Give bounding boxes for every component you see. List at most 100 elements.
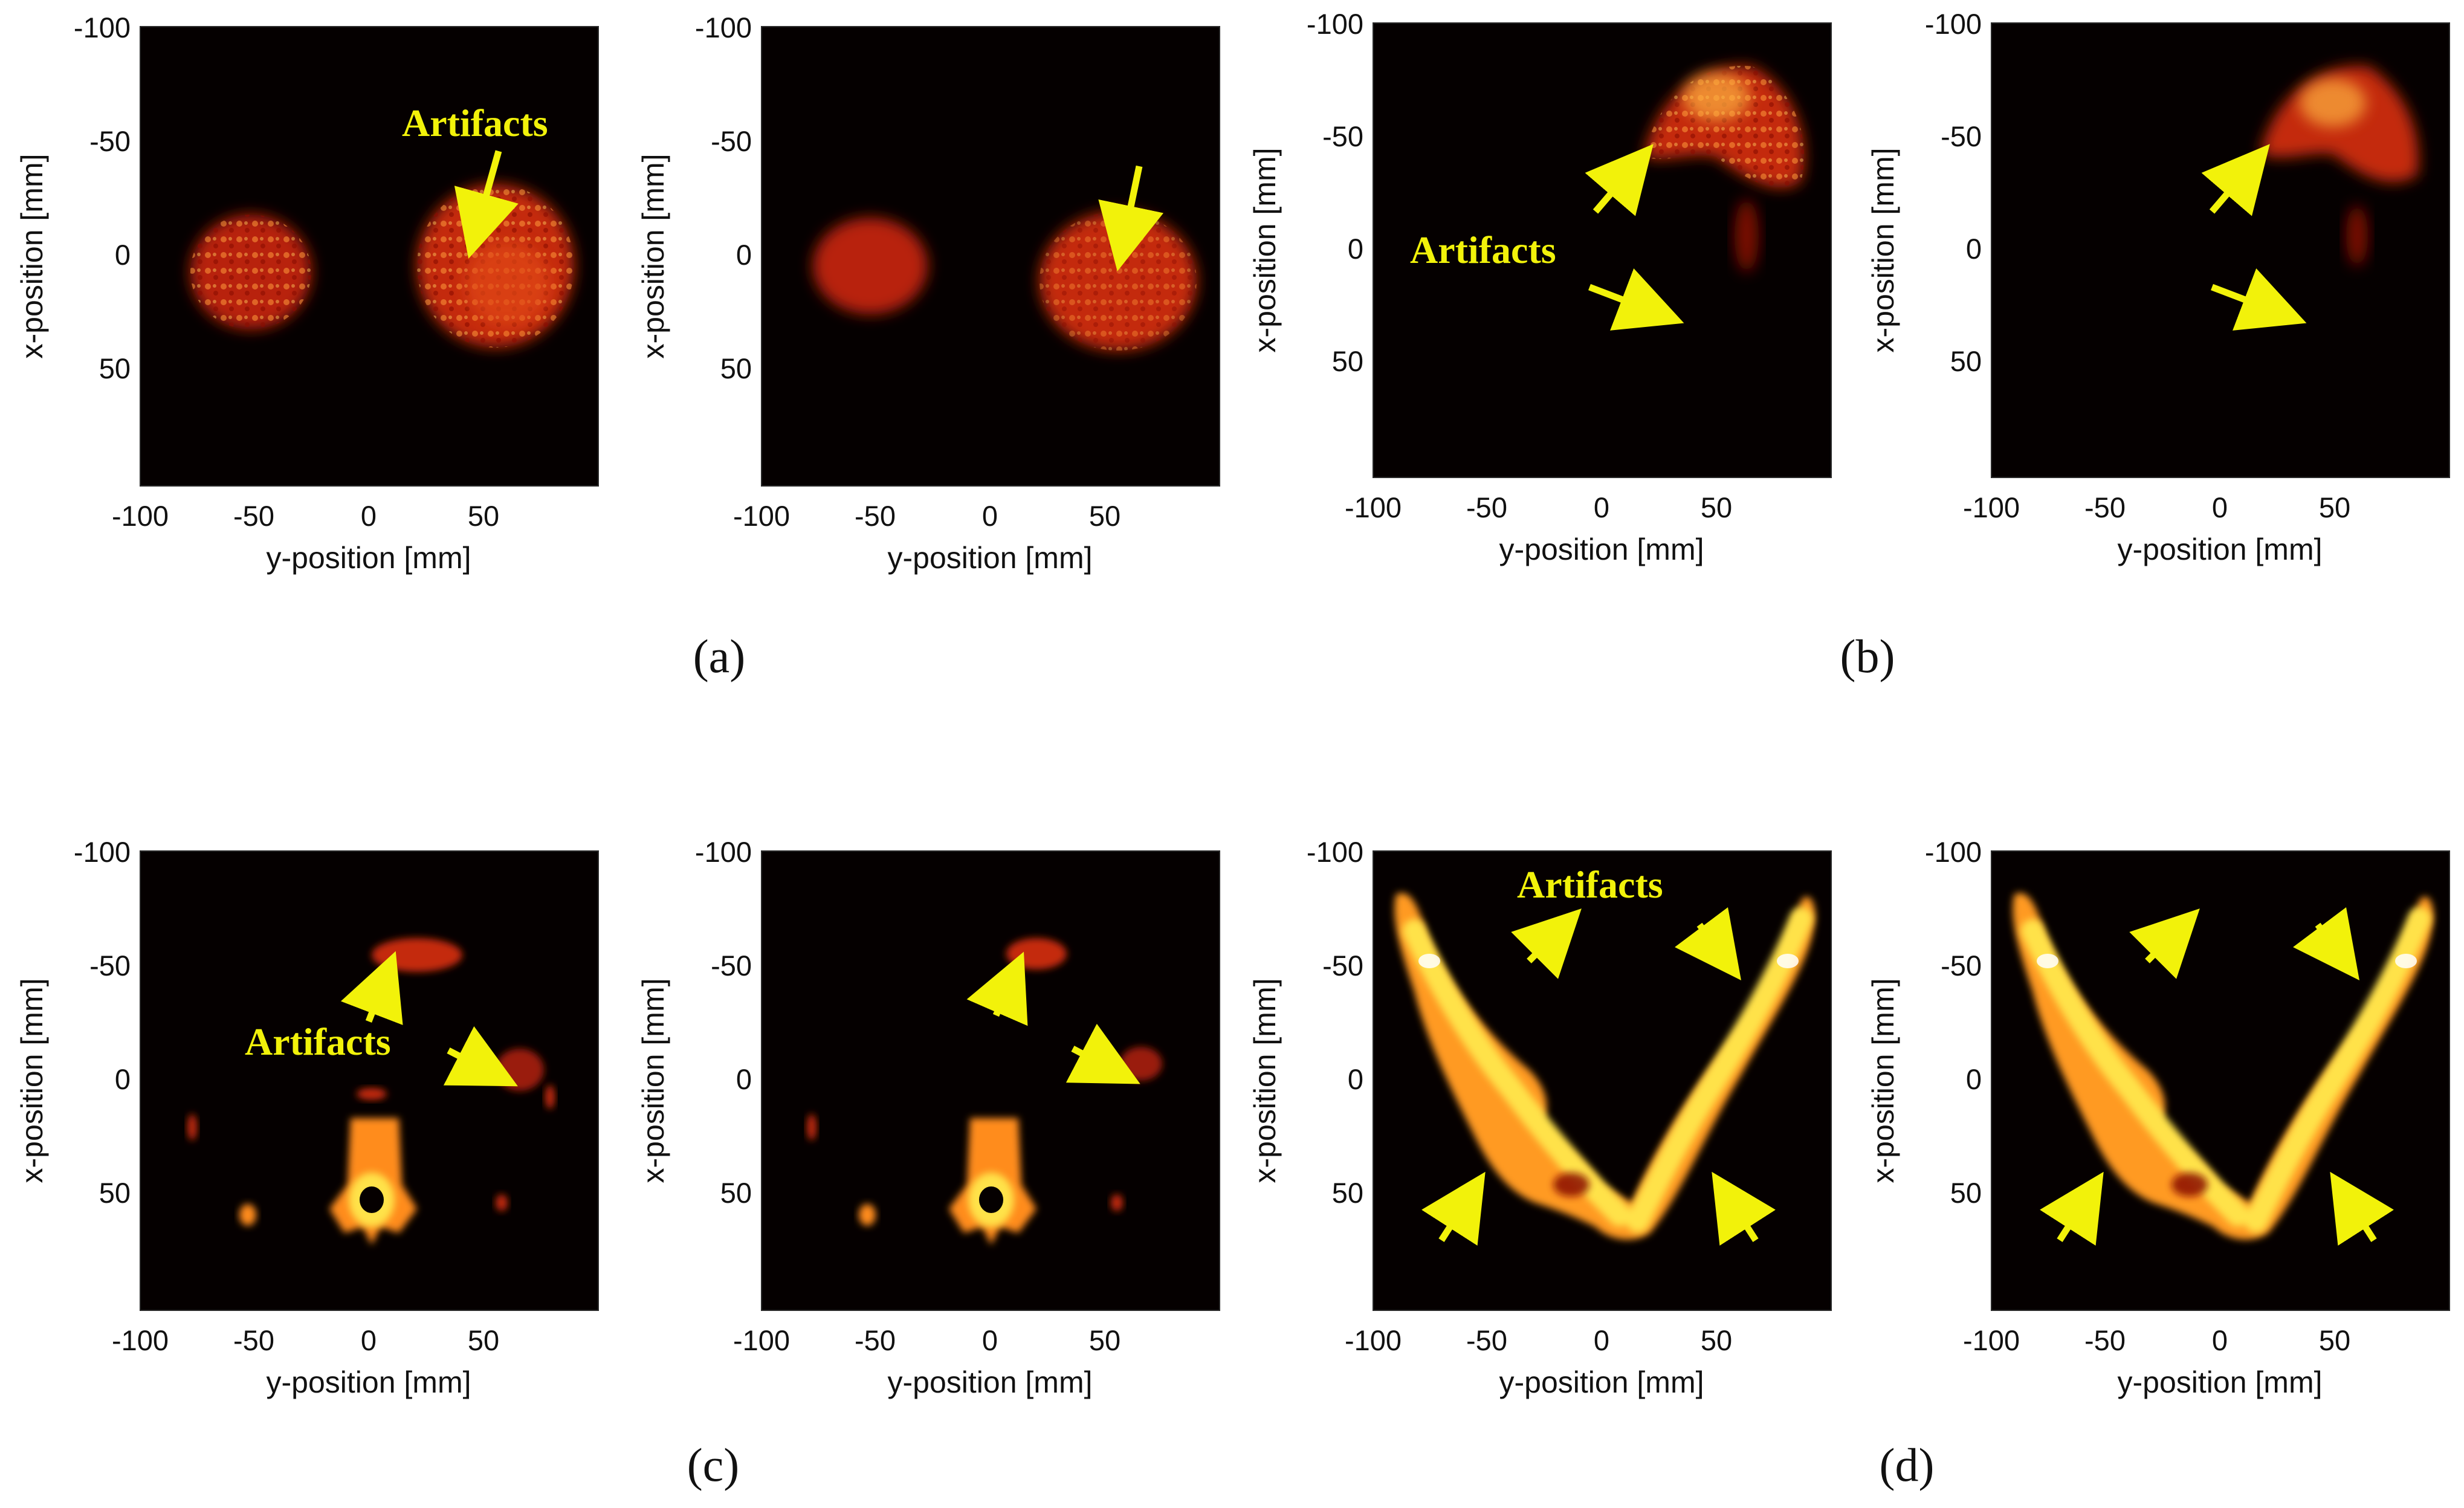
x-tick-labels: -100 -50 0 50 [1345,491,1732,523]
y-tick: 0 [115,239,131,271]
x-tick: -100 [1345,1324,1402,1356]
y-tick: 0 [115,1063,131,1095]
caption-c: (c) [687,1438,740,1491]
y-axis-label: x-position [mm] [15,979,49,1183]
x-tick: 50 [2319,491,2350,523]
y-tick: 0 [1348,1063,1363,1095]
artifact-arrow [1712,1171,1776,1246]
artifact-arrow [966,951,1028,1026]
x-tick: -50 [855,500,896,532]
caption-a: (a) [693,630,746,682]
y-tick: -50 [1941,950,1982,982]
x-axis-label: y-position [mm] [267,541,471,575]
x-tick: 0 [2212,1324,2228,1356]
y-axis-label: x-position [mm] [636,154,670,359]
y-tick: -100 [1925,8,1982,40]
x-tick: 50 [468,500,499,532]
artifact-arrow [2129,908,2200,979]
y-tick: -100 [1925,836,1982,868]
image-frame [1991,850,2450,1311]
x-tick: -100 [733,1324,790,1356]
x-tick: -50 [2084,491,2126,523]
panel-a-right: -100 -50 0 50 -100 -50 0 50 y-position [… [636,11,1220,575]
y-tick: 50 [1950,1177,1982,1209]
y-tick: 0 [736,239,752,271]
x-axis-label: y-position [mm] [1499,1365,1704,1399]
y-tick: -100 [1307,8,1363,40]
x-tick: -50 [233,1324,274,1356]
panel-c-right: -100 -50 0 50 -100 -50 0 50 y-position [… [636,836,1220,1399]
x-tick: -100 [1963,1324,2020,1356]
x-tick: -50 [2084,1324,2126,1356]
artifacts-label: Artifacts [245,1020,391,1063]
y-tick: 0 [1966,233,1982,265]
artifact-arrow [1588,268,1684,331]
y-tick: 50 [1950,345,1982,377]
artifact-arrow [454,150,519,259]
artifacts-label: Artifacts [1410,228,1556,271]
x-axis-label: y-position [mm] [1499,532,1704,566]
x-tick: -100 [112,500,169,532]
y-axis-label: x-position [mm] [15,154,49,359]
artifact-arrow [443,1026,518,1087]
y-tick: 50 [720,1177,752,1209]
x-axis-label: y-position [mm] [267,1365,471,1399]
x-tick: 50 [468,1324,499,1356]
y-tick: -100 [74,836,131,868]
y-tick: -100 [695,11,752,44]
artifact-arrow [1065,1023,1140,1084]
y-tick-labels: -100 -50 0 50 [1925,8,1982,377]
y-tick-labels: -100 -50 0 50 [1925,836,1982,1209]
y-tick: 50 [1332,345,1363,377]
image-frame [1373,850,1832,1311]
x-axis-label: y-position [mm] [2118,1365,2323,1399]
y-axis-label: x-position [mm] [1866,979,1900,1183]
panel-c-left: -100 -50 0 50 -100 -50 0 50 y-position [… [15,836,599,1399]
panel-d-left: -100 -50 0 50 -100 -50 0 50 y-position [… [1248,836,1832,1399]
x-axis-label: y-position [mm] [888,541,1093,575]
y-tick: -100 [74,11,131,44]
x-tick-labels: -100 -50 0 50 [1345,1324,1732,1356]
panel-b-right: -100 -50 0 50 -100 -50 0 50 y-position [… [1866,8,2450,566]
x-tick-labels: -100 -50 0 50 [1963,1324,2350,1356]
panel-b-left: -100 -50 0 50 -100 -50 0 50 y-position [… [1248,8,1832,566]
x-tick: 0 [982,1324,998,1356]
y-tick: -50 [1941,120,1982,152]
panel-d-right: -100 -50 0 50 -100 -50 0 50 y-position [… [1866,836,2450,1399]
x-tick: -100 [733,500,790,532]
x-tick-labels: -100 -50 0 50 [733,1324,1120,1356]
artifact-arrow [1585,144,1654,216]
y-tick-labels: -100 -50 0 50 [74,836,131,1209]
x-axis-label: y-position [mm] [888,1365,1093,1399]
y-tick-labels: -100 -50 0 50 [695,836,752,1209]
y-tick: -50 [1322,950,1363,982]
x-tick: 0 [361,500,377,532]
artifact-arrow [340,951,403,1026]
y-axis-label: x-position [mm] [1248,148,1282,353]
x-tick: -100 [112,1324,169,1356]
panel-a-left: -100 -50 0 50 -100 -50 0 50 y-position [… [15,11,599,575]
y-tick: 0 [1348,233,1363,265]
y-tick: -50 [89,950,131,982]
x-tick: 50 [1701,1324,1732,1356]
artifact-arrow [1421,1171,1486,1246]
x-tick: -50 [1466,1324,1507,1356]
y-tick: -50 [711,950,752,982]
x-tick: -100 [1345,491,1402,523]
x-tick: 0 [361,1324,377,1356]
artifact-arrow [1675,907,1741,980]
x-tick: -50 [1466,491,1507,523]
artifact-arrow [2040,1171,2104,1246]
y-tick: 50 [99,352,131,384]
reconstruction-image [1394,893,1816,1240]
x-tick: 0 [2212,491,2228,523]
artifact-arrow [1098,165,1164,271]
caption-b: (b) [1840,630,1895,682]
y-tick-labels: -100 -50 0 50 [1307,836,1363,1209]
artifact-arrow [2201,144,2270,216]
x-tick-labels: -100 -50 0 50 [733,500,1120,532]
y-tick-labels: -100 -50 0 50 [74,11,131,384]
y-tick: -50 [89,125,131,157]
y-tick: 50 [720,352,752,384]
